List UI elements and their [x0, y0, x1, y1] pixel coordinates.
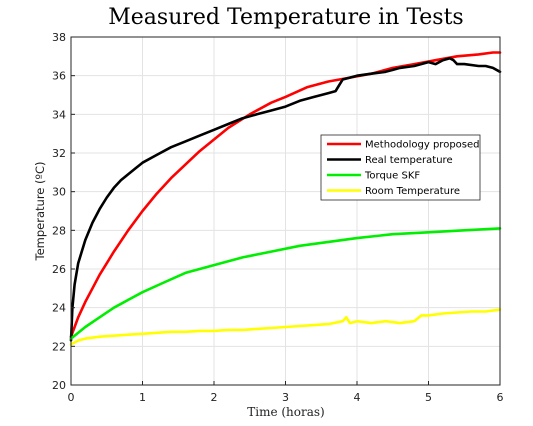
x-tick-label: 2: [211, 391, 218, 404]
legend-label-methodology-proposed: Methodology proposed: [365, 140, 480, 151]
chart-title: Measured Temperature in Tests: [108, 5, 463, 30]
y-axis-label: Temperature (ºC): [33, 162, 47, 262]
legend: Methodology proposed Real temperature Torq…: [320, 134, 481, 201]
y-tick-label: 38: [52, 31, 66, 44]
series-line-methodology-proposed: [69, 51, 502, 339]
y-tick-label: 36: [52, 70, 66, 83]
y-tick-label: 30: [52, 186, 66, 199]
y-tick-label: 34: [52, 108, 66, 121]
y-tick-label: 26: [52, 263, 66, 276]
x-axis-label: Time (horas): [247, 405, 325, 419]
x-tick-label: 4: [354, 391, 361, 404]
y-tick-label: 22: [52, 340, 66, 353]
series-lines: [69, 51, 502, 346]
x-tick-label: 6: [497, 391, 504, 404]
x-tick-label: 0: [68, 391, 75, 404]
legend-box: [320, 134, 481, 201]
legend-label-real-temperature: Real temperature: [365, 155, 453, 166]
legend-label-torque-skf: Torque SKF: [364, 171, 420, 182]
series-line-real-temperature: [69, 56, 502, 342]
legend-label-room-temperature: Room Temperature: [365, 186, 460, 197]
y-tick-label: 24: [52, 302, 66, 315]
y-tick-label: 28: [52, 224, 66, 237]
x-tick-label: 1: [139, 391, 146, 404]
y-tick-label: 20: [52, 379, 66, 392]
series-line-room-temperature: [69, 308, 502, 346]
x-tick-label: 3: [282, 391, 289, 404]
x-tick-label: 5: [425, 391, 432, 404]
y-tick-label: 32: [52, 147, 66, 160]
series-line-torque-skf: [69, 227, 502, 340]
